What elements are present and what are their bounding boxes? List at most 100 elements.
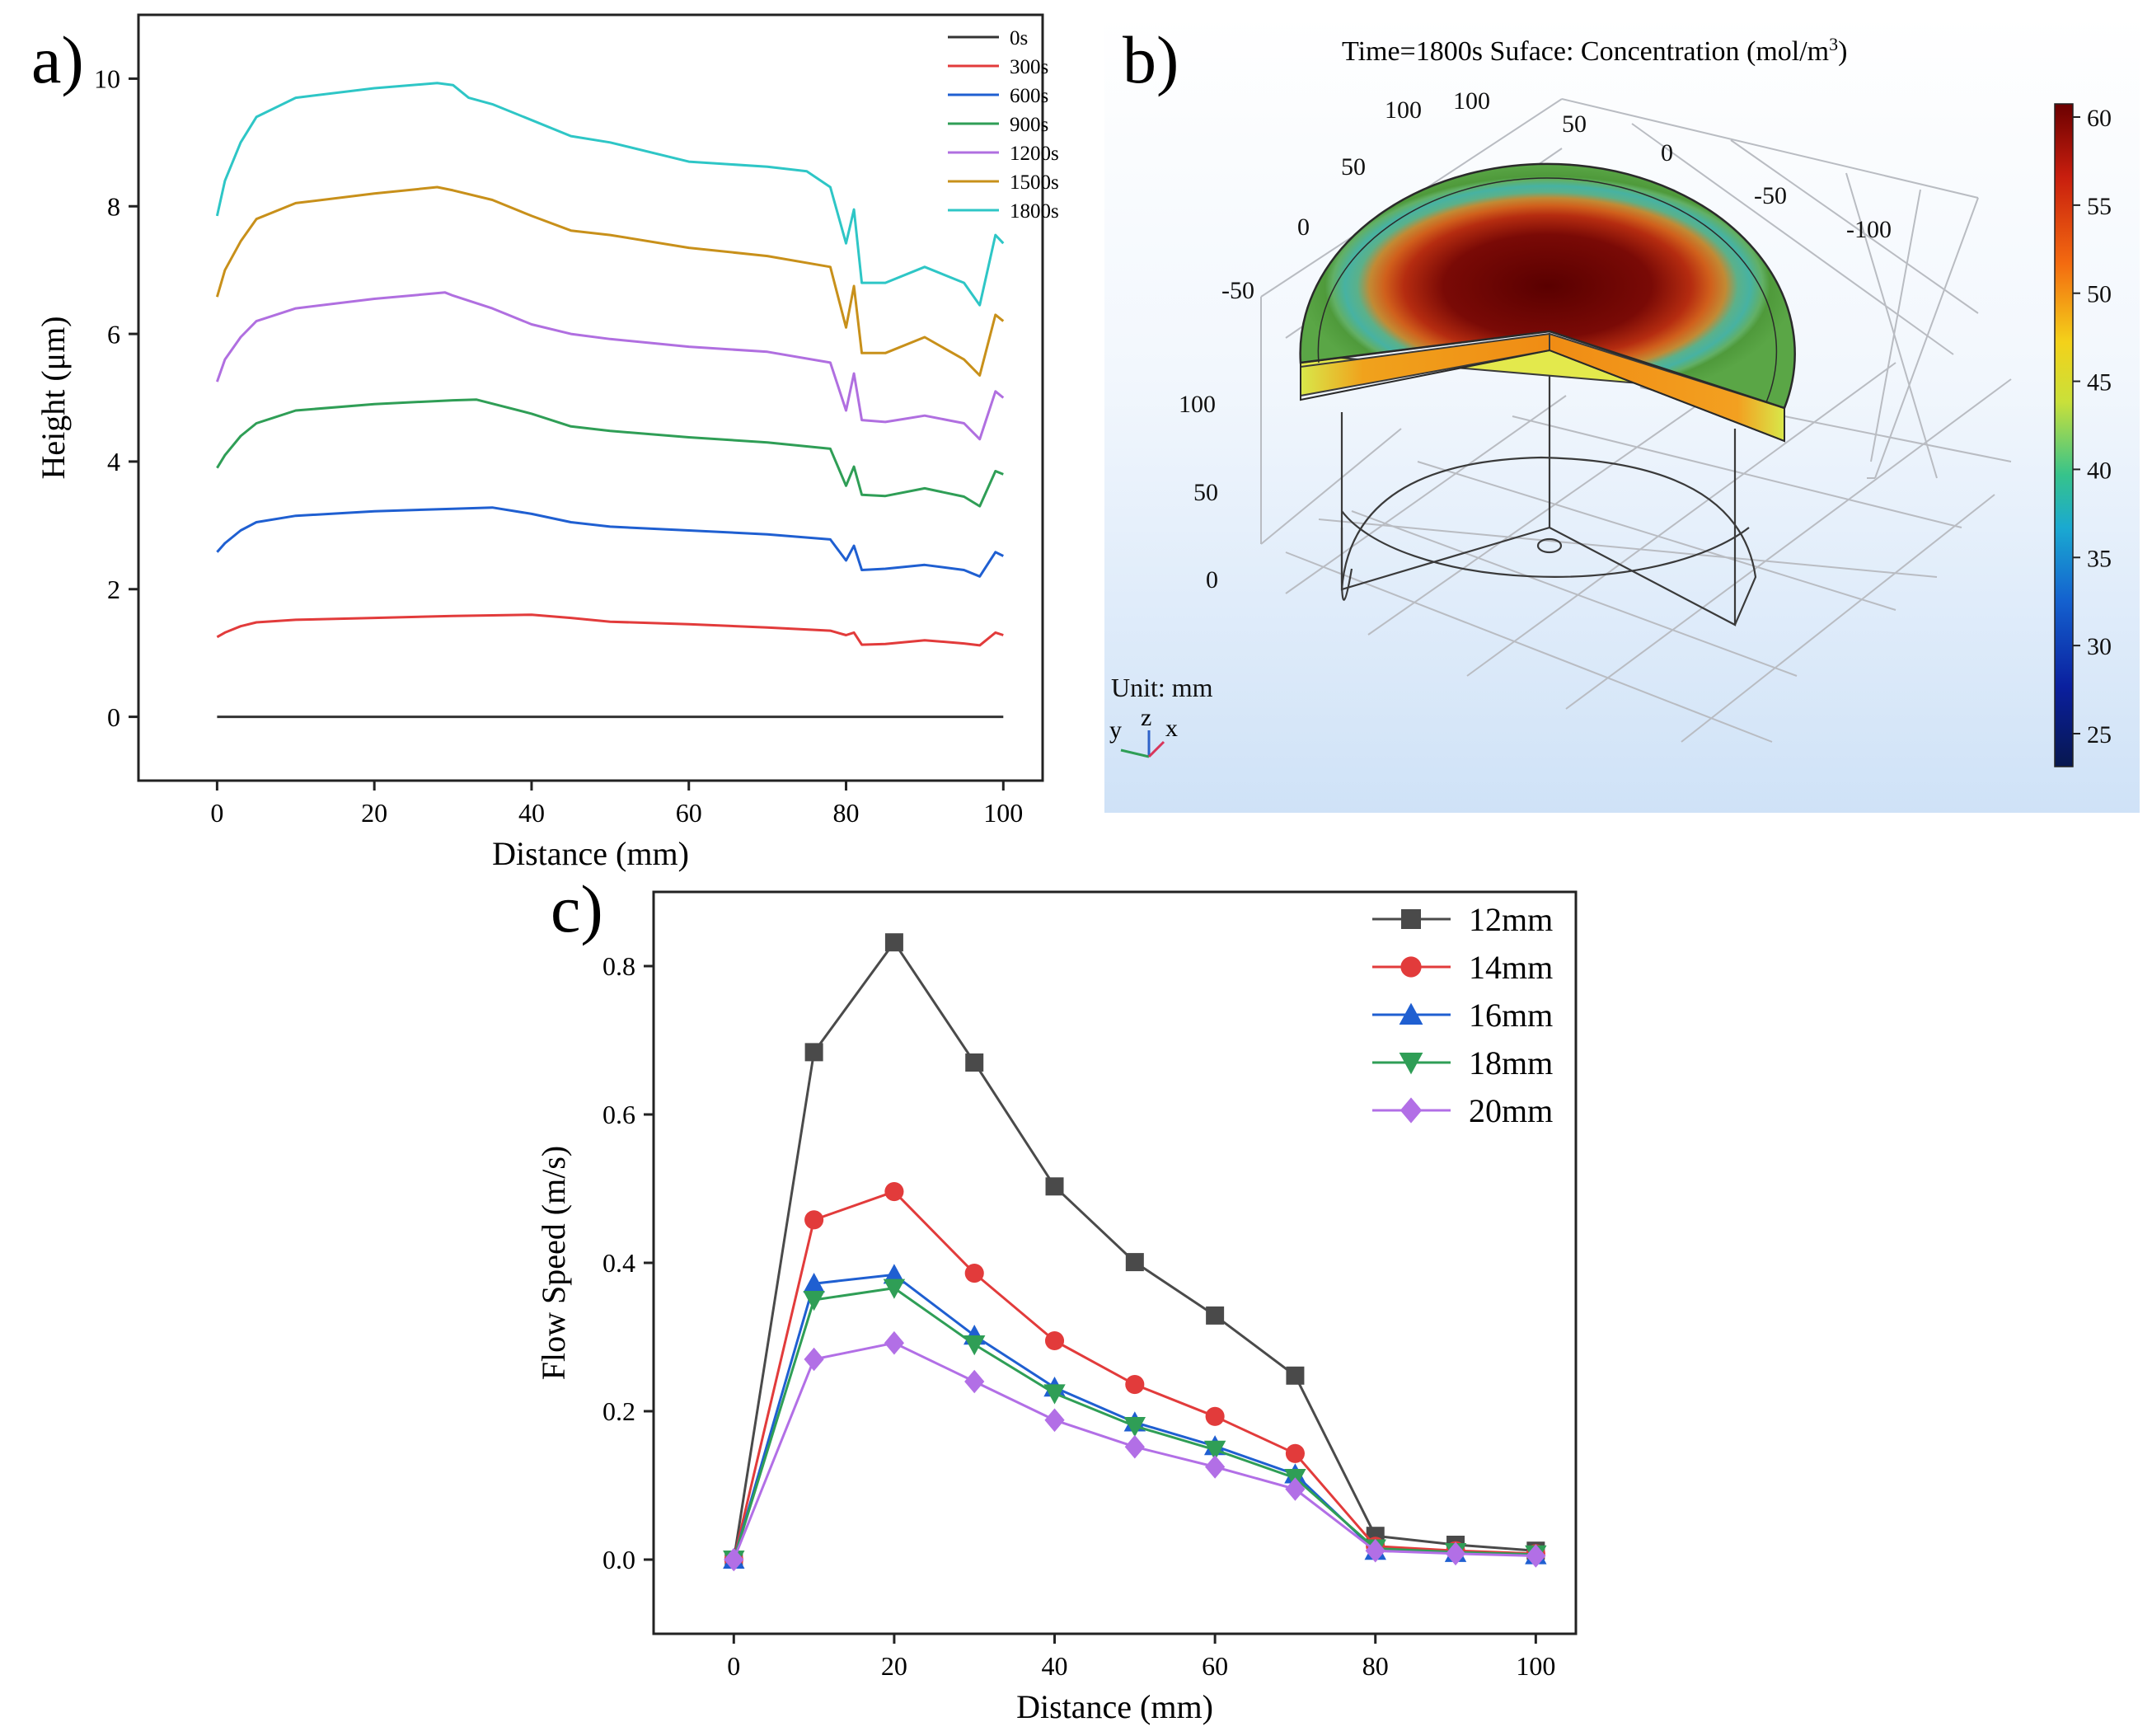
series-line-1800s — [215, 82, 1005, 307]
data-point-marker — [1124, 1434, 1145, 1459]
y-tick-label: 10 — [94, 64, 120, 94]
legend-label: 1200s — [1010, 143, 1059, 165]
colorbar-tick-label: 55 — [2087, 193, 2112, 220]
x-tick-label: 100 — [1516, 1651, 1555, 1681]
svg-text:-50: -50 — [1221, 277, 1254, 304]
panel-b-axis-ticks: 100 50 0 -50 100 50 0 -50 -100 100 50 0 — [1179, 87, 1892, 594]
data-point-marker — [964, 1264, 984, 1283]
panel-b-wireframe-cylinder — [1340, 334, 1757, 626]
panel-b-concentration-disk — [1299, 162, 1796, 443]
panel-c-legend: 12mm 14mm 16mm 18mm 20mm — [1372, 901, 1553, 1129]
data-point-marker — [884, 933, 903, 952]
data-point-marker — [804, 1210, 824, 1230]
legend-label: 1800s — [1010, 200, 1059, 223]
legend-label: 0s — [1010, 27, 1028, 49]
panel-a-label: a) — [31, 22, 84, 97]
colorbar-tick-label: 50 — [2087, 281, 2112, 308]
y-tick-label: 6 — [107, 319, 120, 349]
data-point-marker — [883, 1264, 906, 1284]
data-point-marker — [1400, 956, 1422, 978]
colorbar-tick-label: 60 — [2087, 105, 2112, 132]
colorbar-tick-label: 40 — [2087, 457, 2112, 484]
data-point-marker — [1401, 909, 1421, 929]
colorbar-tick-label: 30 — [2087, 633, 2112, 660]
data-point-marker — [884, 1330, 905, 1355]
data-point-marker — [724, 1547, 744, 1572]
panel-b-colorbar — [2054, 103, 2074, 767]
legend-label: 600s — [1010, 85, 1048, 107]
series-line-1500s — [215, 185, 1005, 377]
panel-b-title: Time=1800s Suface: Concentration (mol/m3… — [1342, 34, 1847, 67]
y-tick-label: 0 — [107, 702, 120, 732]
y-tick-label: 4 — [107, 447, 120, 476]
data-point-marker — [803, 1291, 825, 1311]
legend-label: 18mm — [1469, 1044, 1553, 1081]
legend-label: 14mm — [1469, 949, 1553, 986]
x-tick-label: 80 — [1362, 1651, 1389, 1681]
data-point-marker — [1205, 1406, 1225, 1426]
panel-a-y-axis-label: Height (μm) — [35, 316, 72, 479]
y-tick-label: 0.2 — [602, 1396, 635, 1426]
data-point-marker — [963, 1335, 986, 1356]
data-point-marker — [1044, 1330, 1065, 1351]
svg-text:-50: -50 — [1754, 182, 1787, 209]
data-point-marker — [1123, 1417, 1146, 1438]
data-point-marker — [1365, 1538, 1385, 1563]
data-point-marker — [1205, 1455, 1226, 1479]
x-tick-label: 100 — [983, 798, 1023, 828]
data-point-marker — [1526, 1544, 1546, 1568]
panel-b-colorbar-ticks: 60 55 50 45 40 35 30 25 — [2073, 105, 2112, 748]
y-tick-label: 0.6 — [602, 1100, 635, 1129]
series-line-900s — [216, 398, 1004, 508]
series-line-12mm — [732, 941, 1536, 1560]
y-tick-label: 2 — [107, 575, 120, 604]
data-point-marker — [884, 1182, 904, 1202]
svg-text:y: y — [1109, 716, 1122, 744]
legend-label: 20mm — [1469, 1092, 1553, 1129]
y-tick-label: 8 — [107, 191, 120, 221]
svg-text:0: 0 — [1661, 139, 1673, 167]
x-tick-label: 0 — [210, 798, 223, 828]
data-point-marker — [1044, 1408, 1065, 1433]
svg-text:-100: -100 — [1846, 216, 1892, 243]
panel-a-x-axis-label: Distance (mm) — [492, 835, 689, 872]
data-point-marker — [1285, 1477, 1306, 1501]
data-point-marker — [1125, 1375, 1145, 1395]
x-tick-label: 80 — [833, 798, 860, 828]
panel-b: b) Time=1800s Suface: Concentration (mol… — [1104, 15, 2140, 813]
svg-text:50: 50 — [1562, 110, 1587, 138]
y-tick-label: 0.0 — [602, 1545, 635, 1574]
panel-b-orientation-triad: y z x — [1109, 704, 1178, 758]
data-point-marker — [804, 1347, 824, 1372]
svg-text:z: z — [1141, 704, 1151, 731]
x-tick-label: 60 — [1202, 1651, 1228, 1681]
data-point-marker — [1399, 1053, 1423, 1075]
y-tick-label: 0.8 — [602, 951, 635, 981]
data-point-marker — [1125, 1253, 1144, 1272]
panel-c-x-axis-label: Distance (mm) — [1016, 1688, 1213, 1725]
data-point-marker — [965, 1053, 984, 1072]
y-tick-label: 0.4 — [602, 1248, 635, 1278]
panel-b-label: b) — [1123, 22, 1179, 97]
svg-text:100: 100 — [1179, 391, 1216, 418]
data-point-marker — [883, 1279, 906, 1299]
svg-text:0: 0 — [1297, 213, 1310, 241]
legend-label: 1500s — [1010, 171, 1059, 194]
legend-label: 12mm — [1469, 901, 1553, 938]
panel-b-background — [1104, 15, 2140, 813]
colorbar-tick-label: 35 — [2087, 545, 2112, 572]
panel-b-unit-label: Unit: mm — [1111, 673, 1213, 702]
data-point-marker — [1045, 1177, 1064, 1196]
x-tick-label: 0 — [727, 1651, 740, 1681]
data-point-marker — [964, 1369, 985, 1394]
data-point-marker — [1399, 1002, 1423, 1025]
panel-c-label: c) — [551, 871, 603, 946]
x-tick-label: 60 — [676, 798, 702, 828]
data-point-marker — [1400, 1097, 1423, 1124]
data-point-marker — [804, 1043, 823, 1062]
data-point-marker — [1445, 1541, 1466, 1566]
panel-a: a) 0 20 40 60 80 100 0 2 4 6 8 10 0s 300s 600s 900s 120… — [31, 13, 1059, 872]
panel-c-plot-frame — [652, 890, 1578, 1635]
